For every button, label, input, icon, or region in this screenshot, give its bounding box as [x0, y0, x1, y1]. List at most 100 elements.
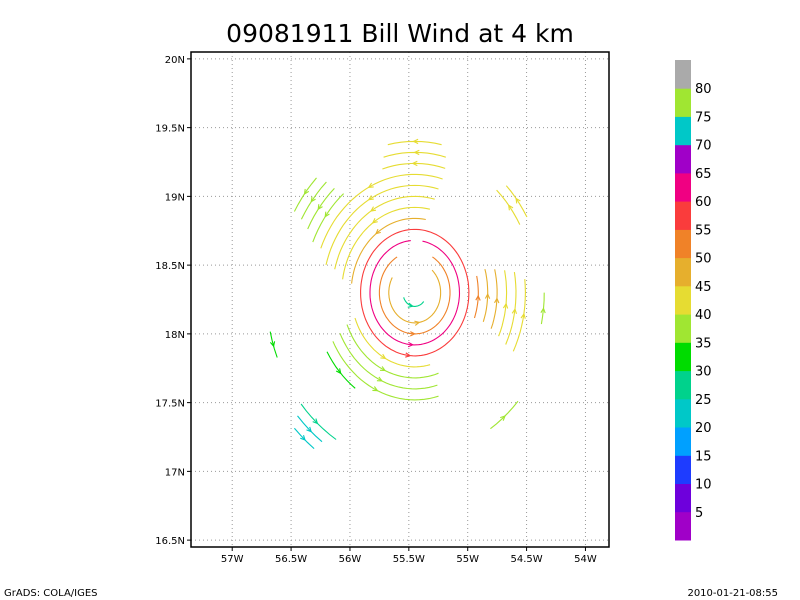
streamline-arrow [306, 426, 313, 433]
streamline-arrow [324, 211, 330, 218]
streamline-arrow [371, 218, 378, 224]
y-tick-label: 17N [165, 467, 185, 478]
streamline [505, 185, 528, 218]
colorbar-swatch [675, 483, 691, 513]
streamline-arrow [540, 307, 546, 314]
streamline-arrow [379, 366, 387, 372]
streamline [293, 427, 315, 450]
colorbar-swatch [675, 144, 691, 174]
streamline [496, 189, 521, 225]
y-tick-label: 19N [165, 192, 185, 203]
x-tick-label: 55.5W [393, 554, 425, 565]
streamline-arrow [484, 292, 491, 299]
streamline [312, 193, 344, 243]
colorbar-swatch [675, 285, 691, 315]
streamline [269, 331, 278, 358]
streamline [297, 415, 323, 443]
x-tick-label: 54W [574, 554, 597, 565]
streamline [307, 188, 335, 230]
streamline-arrow [507, 204, 514, 211]
x-tick-label: 56.5W [275, 554, 307, 565]
y-axis: 16.5N 17N 17.5N 18N 18.5N 19N 19.5N 20N [155, 55, 191, 547]
y-tick-label: 19.5N [155, 124, 185, 135]
colorbar-swatch [675, 172, 691, 202]
streamline [360, 228, 470, 357]
streamline-arrow [310, 196, 316, 203]
streamline [512, 279, 526, 352]
colorbar-label: 80 [695, 82, 712, 97]
y-tick-label: 20N [165, 55, 185, 66]
streamline [339, 333, 438, 390]
streamline [325, 184, 439, 266]
colorbar-label: 65 [695, 167, 712, 182]
streamline-arrow [515, 197, 521, 204]
colorbar-swatch [675, 88, 691, 117]
streamline-arrow [411, 160, 418, 167]
streamlines [269, 138, 546, 450]
footer-left: GrADS: COLA/IGES [4, 588, 98, 599]
streamline-arrow [407, 302, 414, 308]
colorbar-label: 20 [695, 421, 712, 436]
colorbar-label: 75 [695, 111, 712, 126]
x-tick-label: 56W [339, 554, 362, 565]
streamline-arrow [500, 415, 506, 421]
streamline-arrow [375, 228, 381, 235]
streamline [300, 181, 327, 220]
x-axis: 57W 56.5W 56W 55.5W 55W 54.5W 54W [221, 547, 597, 565]
colorbar-swatch [675, 511, 691, 541]
streamline-arrow [511, 307, 518, 314]
streamline-arrow [405, 352, 412, 358]
streamline [490, 400, 519, 430]
chart-title: 09081911 Bill Wind at 4 km [226, 19, 574, 48]
colorbar-swatch [675, 314, 691, 343]
colorbar-swatch [675, 201, 691, 230]
streamline [498, 270, 508, 337]
y-tick-label: 18N [165, 330, 185, 341]
colorbar-label: 10 [695, 478, 712, 493]
streamline [369, 240, 461, 346]
streamline-arrow [407, 341, 415, 348]
streamline-arrow [369, 206, 377, 212]
streamline [383, 151, 446, 158]
streamline-arrow [372, 386, 379, 392]
streamline-arrow [269, 341, 276, 348]
streamline-arrow [303, 188, 310, 195]
colorbar-swatch [675, 427, 691, 456]
streamline-arrow [367, 195, 374, 201]
streamline-arrow [414, 320, 421, 326]
colorbar-label: 35 [695, 336, 712, 351]
x-tick-label: 54.5W [510, 554, 542, 565]
x-tick-label: 55W [456, 554, 479, 565]
streamline-arrow [494, 297, 500, 304]
streamline-arrow [312, 418, 319, 425]
streamline [403, 297, 425, 307]
colorbar-label: 45 [695, 280, 712, 295]
streamline [482, 268, 489, 322]
y-tick-label: 18.5N [155, 261, 185, 272]
streamline-arrow [317, 204, 323, 211]
streamline [300, 403, 337, 440]
streamline-arrow [367, 182, 374, 188]
colorbar-label: 50 [695, 252, 712, 267]
colorbar-swatch [675, 229, 691, 259]
streamline-arrow [413, 149, 420, 156]
x-tick-label: 57W [221, 554, 244, 565]
colorbar-label: 70 [695, 139, 712, 154]
y-tick-label: 17.5N [155, 399, 185, 410]
streamline-arrow [520, 312, 526, 319]
streamline-arrow [380, 353, 387, 360]
plot-frame [190, 51, 610, 548]
streamline-arrow [409, 331, 416, 337]
streamline [320, 173, 443, 249]
colorbar-label: 40 [695, 308, 712, 323]
colorbar-label: 25 [695, 393, 712, 408]
streamline-arrow [300, 435, 306, 441]
colorbar: 5 10 15 20 25 30 35 40 45 50 55 60 65 70 75 80 [675, 60, 712, 541]
colorbar-swatch [675, 370, 691, 400]
streamline [326, 351, 356, 389]
colorbar-label: 60 [695, 195, 712, 210]
streamline [388, 269, 442, 324]
streamline-arrow [335, 368, 342, 375]
colorbar-swatch [675, 116, 691, 146]
colorbar-label: 30 [695, 365, 712, 380]
